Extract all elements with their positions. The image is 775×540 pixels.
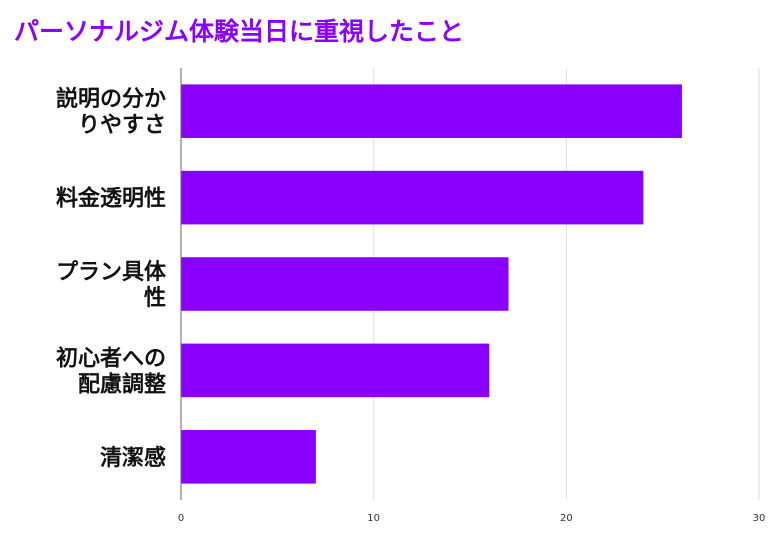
tick-labels: 0 10 20 30 <box>178 513 766 524</box>
bar <box>181 84 682 138</box>
bars <box>181 84 682 484</box>
category-label: 料金透明性 <box>56 186 166 212</box>
x-tick-label: 0 <box>178 513 184 524</box>
category-label: プラン具体性 <box>56 260 167 311</box>
bar <box>181 257 509 311</box>
category-label: 清潔感 <box>100 445 166 471</box>
bar <box>181 343 490 398</box>
chart-title: パーソナルジム体験当日に重視したこと <box>14 17 465 46</box>
x-tick-label: 30 <box>753 513 766 524</box>
category-label: 説明の分かりやすさ <box>56 86 166 138</box>
x-tick-label: 10 <box>367 513 380 524</box>
bar <box>181 430 316 484</box>
category-label: 初心者への配慮調整 <box>56 345 166 397</box>
x-tick-label: 20 <box>560 513 573 524</box>
bar <box>181 170 644 225</box>
